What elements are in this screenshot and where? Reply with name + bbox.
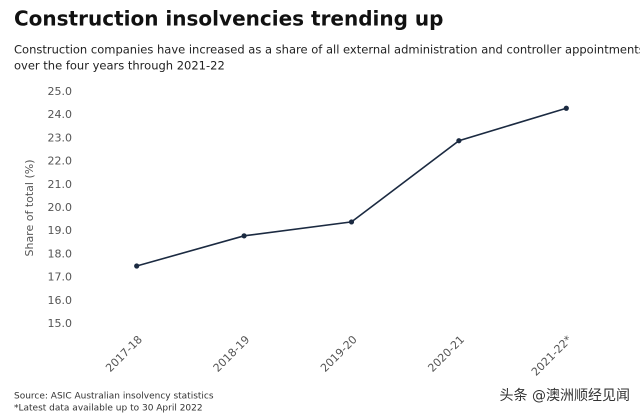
point — [456, 138, 462, 144]
y-tick-label: 21.0 — [48, 178, 73, 191]
y-tick-label: 18.0 — [48, 247, 73, 260]
watermark: 头条 @澳洲顺经见闻 — [500, 387, 630, 404]
point — [348, 219, 355, 225]
y-tick-label: 25.0 — [48, 85, 73, 98]
y-tick-label: 24.0 — [48, 108, 73, 121]
x-tick-label: 2021-22* — [529, 333, 575, 379]
point — [563, 105, 569, 111]
footnote: *Latest data available up to 30 April 20… — [14, 404, 203, 414]
y-tick-label: 17.0 — [48, 271, 73, 284]
point — [241, 233, 247, 239]
line — [136, 107, 567, 267]
source-note: Source: ASIC Australian insolvency stati… — [14, 392, 214, 402]
y-tick-label: 15.0 — [48, 317, 73, 330]
y-tick-label: 23.0 — [48, 131, 73, 144]
x-tick-label: 2017-18 — [103, 333, 145, 375]
y-tick-label: 19.0 — [48, 224, 73, 237]
x-tick-label: 2019-20 — [318, 333, 360, 375]
y-tick-label: 22.0 — [48, 155, 73, 168]
point — [134, 263, 140, 269]
subtitle: Construction companies have increased as… — [14, 43, 640, 57]
chart-title: Construction insolvencies trending up — [14, 7, 443, 31]
x-tick-label: 2018-19 — [211, 333, 253, 375]
y-tick-label: 20.0 — [48, 201, 73, 214]
y-axis-label: Share of total (%) — [23, 159, 36, 256]
subtitle: over the four years through 2021-22 — [14, 59, 225, 73]
x-tick-label: 2020-21 — [425, 333, 467, 375]
y-tick-label: 16.0 — [48, 294, 73, 307]
